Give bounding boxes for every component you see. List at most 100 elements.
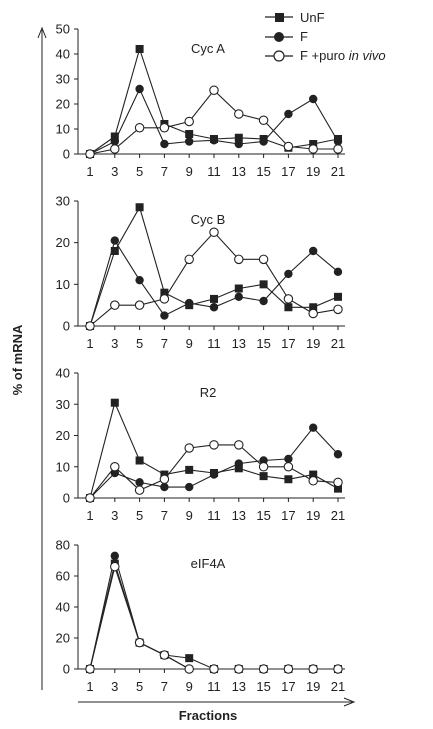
data-point-f-puro-in-vivo [134,123,145,133]
data-point-f [185,137,194,146]
data-point-unf [309,140,318,148]
data-point-unf [284,303,293,312]
x-tick-label: 19 [306,336,320,351]
legend-marker-unf [275,13,284,22]
x-tick-label: 5 [136,508,143,523]
legend-label-puro: F +puro in vivo [300,48,386,63]
data-point-f [284,109,293,119]
series-line-unf [89,561,338,670]
y-tick-label: 30 [56,194,70,209]
x-tick-label: 13 [232,336,246,351]
panel-title: Cyc A [191,41,225,56]
data-point-f [160,311,169,320]
x-tick-label: 11 [207,679,221,694]
data-point-unf [284,475,293,484]
legend-label-puro-main: F +puro [300,48,349,63]
x-tick-label: 11 [207,164,221,179]
y-tick-label: 30 [56,397,70,412]
y-tick-label: 10 [56,277,70,292]
x-tick-label: 3 [111,336,118,351]
y-tick-label: 20 [56,428,70,443]
data-point-f-puro-in-vivo [333,664,343,674]
y-tick-label: 40 [56,47,70,62]
data-point-f [209,136,219,145]
data-point-f [209,303,219,312]
data-point-f [309,423,318,432]
data-point-f [284,454,293,464]
data-point-f-puro-in-vivo [258,664,269,674]
x-tick-label: 17 [281,679,295,694]
data-point-unf [185,130,194,138]
y-tick-label: 0 [63,147,70,162]
x-tick-label: 5 [136,336,143,351]
data-point-unf [234,133,243,142]
x-tick-label: 13 [232,164,246,179]
data-point-f-puro-in-vivo [209,440,219,450]
x-tick-label: 13 [232,679,246,694]
legend: UnF F F +puro in vivo [265,10,386,63]
data-point-f-puro-in-vivo [134,300,145,310]
x-tick-label: 19 [306,508,320,523]
data-point-f [333,137,343,146]
x-tick-label: 5 [136,679,143,694]
y-tick-label: 50 [56,22,70,37]
data-point-unf [234,284,243,293]
data-point-f-puro-in-vivo [333,304,343,315]
x-tick-label: 15 [256,164,270,179]
data-point-f-puro-in-vivo [110,561,120,572]
legend-marker-puro [273,50,285,62]
x-tick-label: 21 [331,164,345,179]
data-point-f [135,275,144,285]
legend-item-puro: F +puro in vivo [265,48,386,63]
x-tick-label: 1 [86,336,93,351]
x-axis-title: Fractions [179,708,238,723]
data-point-f-puro-in-vivo [234,254,244,265]
data-point-f-puro-in-vivo [283,461,294,472]
panel-title: eIF4A [191,556,226,571]
data-point-f-puro-in-vivo [110,144,120,154]
y-tick-label: 0 [63,662,70,677]
x-tick-label: 11 [207,508,221,523]
legend-item-unf: UnF [265,10,325,25]
legend-label-puro-italic: in vivo [349,48,386,63]
data-point-f-puro-in-vivo [283,141,294,152]
data-point-f [185,482,194,492]
data-point-f [160,139,169,149]
x-tick-label: 3 [111,679,118,694]
series-line-f [89,555,338,670]
x-tick-label: 3 [111,164,118,179]
data-point-unf [185,465,194,474]
data-point-f [309,246,318,256]
data-point-unf [259,280,268,289]
data-point-unf [110,247,119,255]
legend-marker-f [274,32,284,42]
y-tick-label: 20 [56,631,70,646]
data-point-unf [259,472,268,481]
y-tick-label: 40 [56,366,70,381]
x-tick-label: 21 [331,508,345,523]
data-point-unf [135,203,144,212]
x-tick-label: 15 [256,508,270,523]
y-tick-label: 20 [56,235,70,250]
y-tick-label: 40 [56,600,70,615]
data-point-f-puro-in-vivo [184,254,194,265]
data-point-f-puro-in-vivo [110,461,120,472]
x-tick-label: 15 [256,336,270,351]
data-point-f-puro-in-vivo [308,664,318,674]
legend-item-f: F [265,29,308,44]
data-point-f-puro-in-vivo [333,477,343,488]
y-tick-label: 0 [63,491,70,506]
series-line-f-puro-in-vivo [89,564,338,670]
data-point-f [284,269,293,279]
data-point-f [259,137,268,146]
data-point-f [135,84,144,94]
x-tick-label: 1 [86,679,93,694]
data-point-f-puro-in-vivo [184,443,194,453]
data-point-f [110,137,120,146]
data-point-f-puro-in-vivo [85,664,95,674]
y-tick-label: 80 [56,538,70,553]
